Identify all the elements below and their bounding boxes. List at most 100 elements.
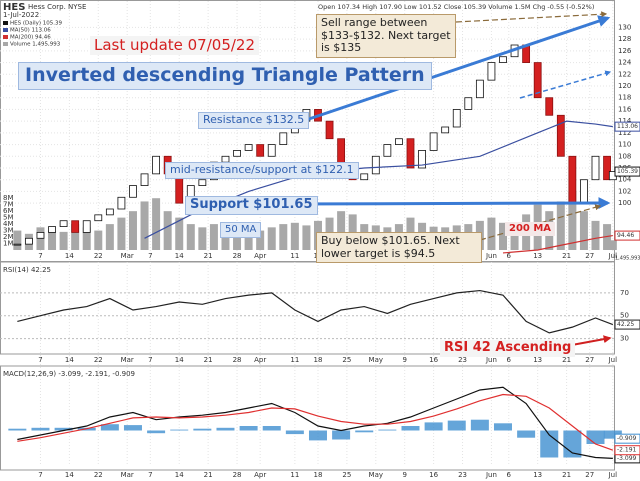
- annotation: Inverted descending Triangle Pattern: [18, 62, 432, 90]
- y-tick-label: 120: [618, 82, 631, 90]
- candle: [325, 120, 334, 140]
- candle: [94, 214, 103, 222]
- volume-bar: [48, 230, 57, 250]
- x-tick-label: 13: [533, 252, 542, 260]
- end-label-box: [614, 121, 640, 132]
- x-tick-label: 27: [585, 252, 594, 260]
- x-tick-label: 28: [233, 356, 242, 364]
- x-tick-label: Mar: [121, 252, 134, 260]
- candle: [117, 196, 126, 210]
- quote: Open 107.34 High 107.90 Low 101.52 Close…: [318, 3, 594, 11]
- end-label: 113.06: [617, 123, 638, 130]
- volume-bar: [13, 230, 22, 250]
- sell-arrow: [455, 11, 608, 23]
- candle: [441, 126, 450, 134]
- x-tick-label: Mar: [121, 356, 134, 364]
- x-tick-label: Apr: [254, 252, 266, 260]
- macd-hist-bar: [493, 423, 512, 431]
- x-tick-label: 13: [533, 471, 542, 479]
- macd-hist-bar: [517, 430, 536, 438]
- ticker: HES: [3, 2, 25, 13]
- candle: [568, 155, 577, 204]
- y-tick-label: 110: [618, 141, 631, 149]
- macd-hist-bar: [54, 427, 73, 431]
- end-label: 1,495,993: [615, 256, 640, 262]
- candle: [48, 226, 56, 233]
- legend-swatch: [3, 35, 8, 39]
- rsi-tick-label: 50: [620, 312, 629, 320]
- x-tick-label: 14: [65, 356, 74, 364]
- rsi-line: [17, 289, 614, 334]
- end-label-box: [614, 230, 640, 241]
- volume-bar: [267, 227, 276, 250]
- legend-label: MA(50) 113.06: [10, 28, 51, 34]
- volume-bar: [579, 211, 588, 250]
- x-tick-label: 27: [585, 356, 594, 364]
- x-tick-label: Apr: [254, 471, 266, 479]
- candle: [464, 97, 473, 110]
- trend-lines: [279, 11, 612, 350]
- volume-bar: [82, 227, 91, 250]
- x-tick-label: 14: [65, 252, 74, 260]
- x-tick-label: 22: [94, 471, 103, 479]
- x-tick-label: 14: [175, 471, 184, 479]
- y2-tick-label: 6M: [3, 207, 14, 215]
- end-label-box: [614, 319, 640, 330]
- volume-bar: [337, 211, 346, 250]
- x-tick-label: 22: [94, 356, 103, 364]
- candle: [360, 173, 369, 181]
- x-tick-label: 21: [562, 252, 571, 260]
- legend-label: HES (Daily) 105.39: [10, 21, 63, 27]
- candle: [140, 173, 149, 186]
- legend-swatch: [3, 28, 8, 32]
- x-tick-label: 23: [458, 471, 467, 479]
- x-tick-label: Jul: [608, 356, 618, 364]
- x-tick-label: 25: [342, 356, 351, 364]
- y2-tick-label: 5M: [3, 214, 14, 222]
- y2-tick-label: 4M: [3, 220, 14, 228]
- volume-bar: [244, 229, 253, 250]
- volume-bar: [591, 220, 600, 250]
- x-tick-label: 14: [175, 356, 184, 364]
- x-tick-label: Jun: [485, 471, 497, 479]
- y2-tick-label: 1M: [3, 240, 14, 248]
- volume-bar: [105, 224, 114, 250]
- volume-bar: [198, 227, 207, 250]
- macd-hist-bar: [332, 430, 351, 440]
- x-tick-label: 6: [507, 252, 512, 260]
- macd-title: MACD(12,26,9) -3.099, -2.191, -0.909: [3, 370, 135, 378]
- volume-bar: [94, 230, 103, 250]
- date: 1-Jul-2022: [3, 11, 39, 19]
- x-tick-label: 18: [314, 356, 323, 364]
- candle: [198, 179, 207, 186]
- x-tick-label: 25: [342, 471, 351, 479]
- volume-bar: [510, 224, 519, 250]
- macd-hist-bar: [355, 430, 374, 433]
- x-tick-label: 14: [65, 471, 74, 479]
- x-tick-label: 28: [233, 471, 242, 479]
- candle: [591, 155, 600, 181]
- candle: [129, 185, 137, 198]
- candle: [487, 62, 496, 81]
- macd-hist-bar: [424, 422, 443, 431]
- volume-bar: [117, 217, 126, 250]
- macd-hist-bar: [8, 428, 27, 431]
- y-tick-label: 118: [618, 94, 631, 102]
- volume-bar: [256, 230, 265, 250]
- volume-bar: [487, 217, 496, 250]
- macd-hist-bar: [123, 425, 142, 431]
- rsi-tick-label: 30: [620, 335, 629, 343]
- resistance-line: [299, 15, 611, 124]
- candle: [475, 79, 484, 99]
- macd-hist-bar: [470, 419, 489, 431]
- y2-tick-label: 2M: [3, 233, 14, 241]
- y2-tick-label: 8M: [3, 194, 14, 202]
- buy-arrow: [479, 204, 602, 241]
- x-tick-label: 6: [507, 356, 512, 364]
- volume-bar: [140, 201, 149, 250]
- volume-bar: [128, 211, 137, 250]
- annotation: 50 MA: [220, 222, 262, 238]
- x-tick-label: 9: [402, 471, 406, 479]
- candle: [556, 114, 565, 157]
- macd-hist-bar: [170, 429, 189, 431]
